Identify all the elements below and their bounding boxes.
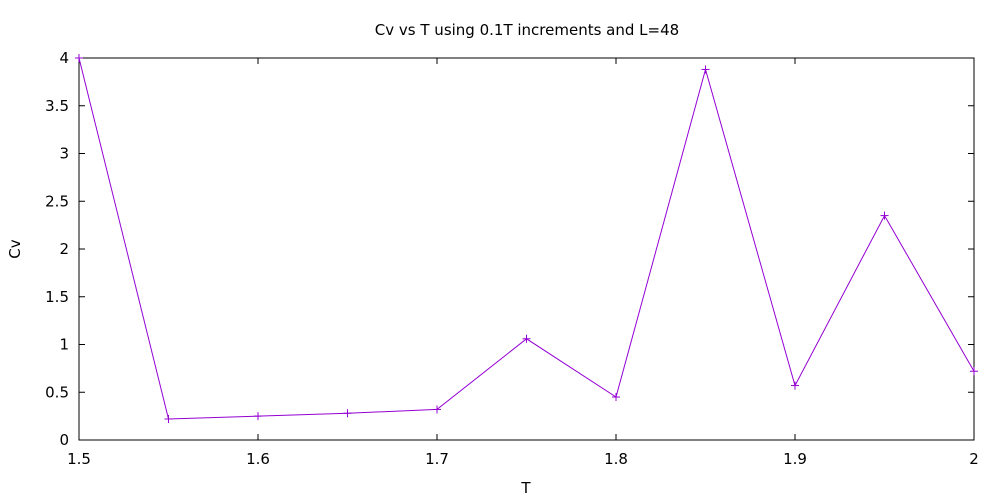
data-point <box>343 409 352 418</box>
y-tick-label: 4 <box>59 49 69 67</box>
x-tick-label: 1.5 <box>67 450 91 468</box>
data-point <box>701 65 710 74</box>
y-axis: 0 0.5 1 1.5 2 2.5 3 3.5 4 <box>45 49 974 449</box>
x-tick-label: 1.7 <box>425 450 449 468</box>
chart-title: Cv vs T using 0.1T increments and L=48 <box>375 21 679 39</box>
y-tick-label: 0 <box>59 431 69 449</box>
y-tick-label: 2 <box>59 240 69 258</box>
x-tick-label: 1.9 <box>783 450 807 468</box>
y-axis-title: Cv <box>6 239 24 258</box>
data-point <box>970 367 978 376</box>
data-point <box>522 334 531 343</box>
data-point <box>791 381 799 390</box>
y-tick-label: 3 <box>59 145 69 163</box>
data-point <box>75 54 83 62</box>
series-line <box>78 57 975 420</box>
x-axis-title: T <box>520 479 531 497</box>
x-tick-label: 1.6 <box>246 450 270 468</box>
x-tick-label: 2 <box>969 450 979 468</box>
data-point <box>164 414 173 423</box>
y-tick-label: 3.5 <box>45 97 69 115</box>
plot-frame <box>78 57 975 441</box>
data-point <box>612 393 620 402</box>
y-tick-label: 1.5 <box>45 288 69 306</box>
y-tick-label: 1 <box>59 336 69 354</box>
series-layer <box>75 54 978 423</box>
data-point <box>254 412 262 421</box>
data-point <box>880 211 889 220</box>
y-tick-label: 0.5 <box>45 383 69 401</box>
y-tick-label: 2.5 <box>45 192 69 210</box>
data-point <box>433 405 441 414</box>
x-tick-label: 1.8 <box>604 450 628 468</box>
x-axis: 1.5 1.6 1.7 1.8 1.9 2 <box>67 58 979 468</box>
